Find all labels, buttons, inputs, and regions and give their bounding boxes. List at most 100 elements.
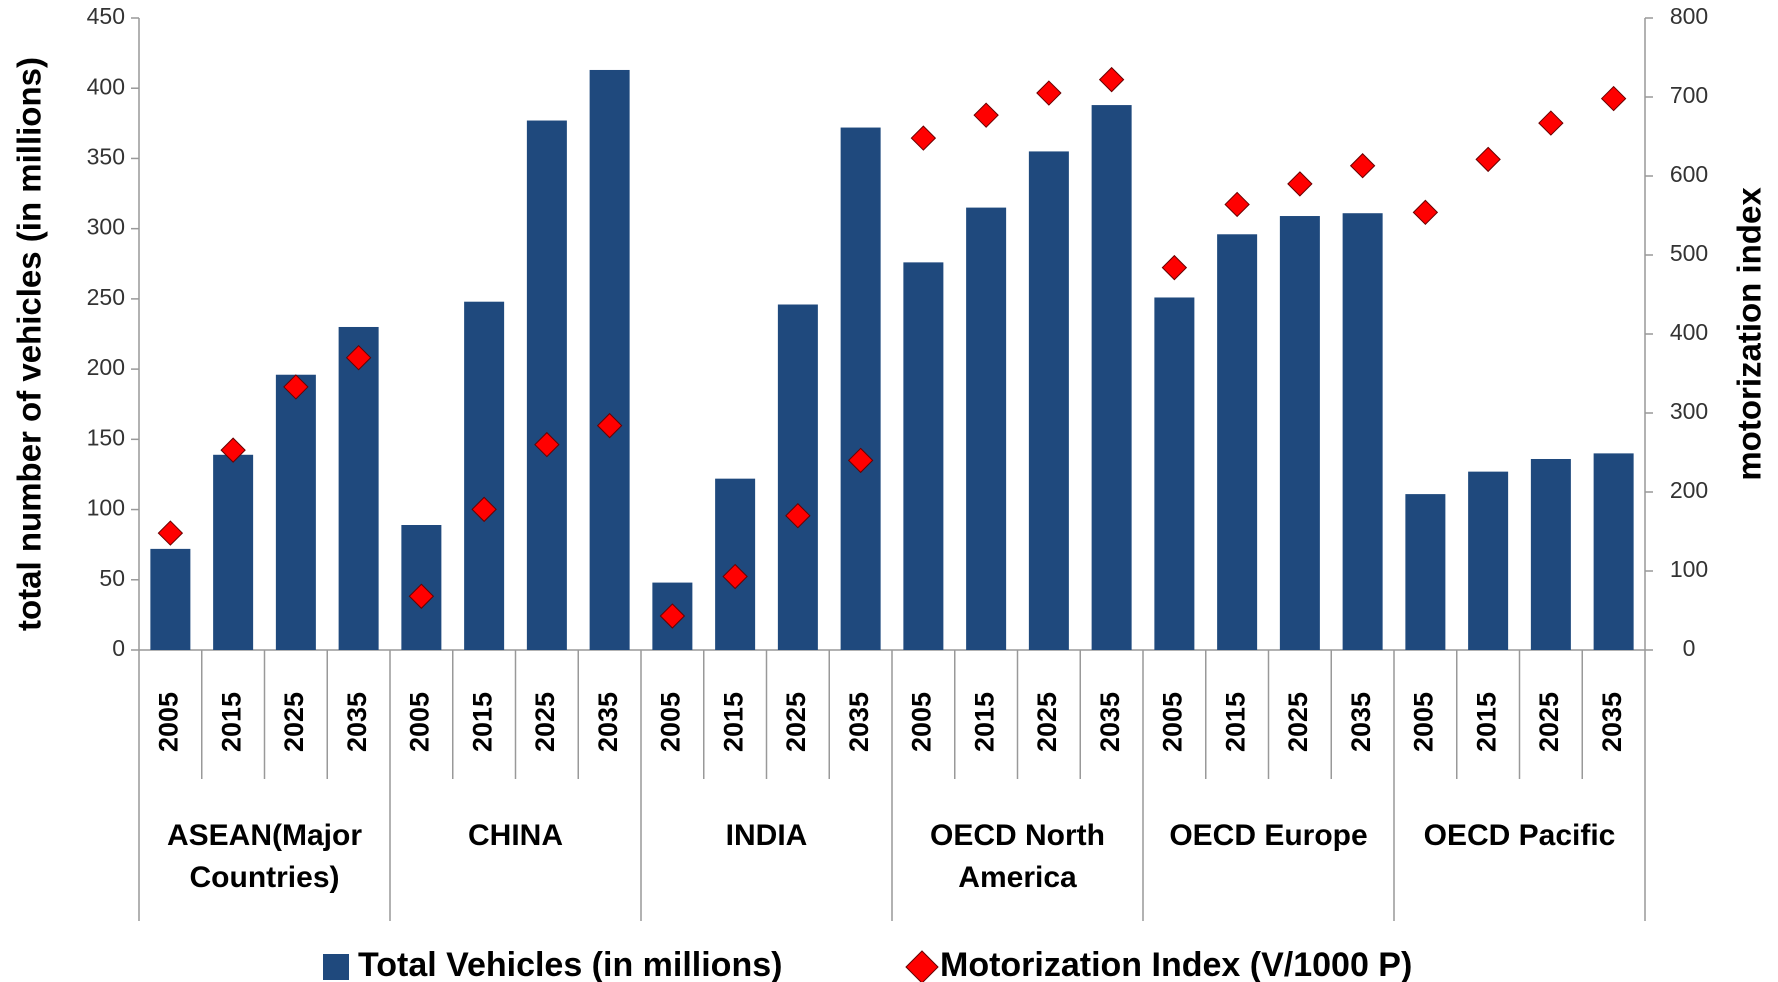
marker [1600, 85, 1627, 112]
legend-swatch [905, 950, 939, 982]
marker [785, 502, 811, 529]
marker [283, 374, 309, 400]
bar [1530, 458, 1571, 650]
y-tick-label: 200 [87, 354, 125, 380]
x-tick-label: 2025 [1032, 692, 1062, 752]
bar [1279, 216, 1320, 650]
marker [1412, 199, 1439, 226]
marker [408, 583, 435, 609]
y2-tick-label: 200 [1670, 477, 1708, 503]
x-tick-label: 2015 [1471, 692, 1501, 752]
group-label-box: OECD Pacific [1423, 819, 1616, 852]
y2-tick-label: 700 [1670, 82, 1708, 108]
marker [973, 102, 999, 128]
marker [1224, 191, 1250, 218]
y2-tick-label: 800 [1670, 3, 1708, 29]
y-tick-label: 350 [87, 144, 125, 170]
legend-label: Total Vehicles (in millions) [358, 946, 782, 982]
group-label-box: OECD Europe [1169, 819, 1368, 852]
group-label-box: OECD North America [930, 819, 1105, 894]
x-tick-label: 2005 [656, 692, 686, 752]
marker [1349, 153, 1376, 179]
x-tick-label: 2025 [1534, 692, 1564, 752]
bar [1091, 105, 1132, 650]
group-label: OECD Europe [1169, 819, 1368, 852]
group-label: CHINA [468, 819, 563, 852]
x-tick-label: 2005 [1158, 692, 1188, 752]
x-tick-label: 2035 [1095, 692, 1125, 752]
bar [1593, 453, 1634, 650]
bar [1154, 297, 1195, 650]
x-tick-label: 2025 [530, 692, 560, 752]
group-label-box: INDIA [725, 819, 808, 852]
bar [338, 326, 379, 650]
x-tick-label: 2015 [216, 692, 246, 752]
marker [596, 412, 623, 439]
bar [589, 69, 630, 650]
x-tick-label: 2005 [1409, 692, 1439, 752]
marker [1287, 171, 1313, 197]
marker [1475, 146, 1501, 173]
x-tick-label: 2005 [154, 692, 184, 752]
marker [722, 563, 748, 590]
bar [1217, 234, 1258, 651]
marker [1161, 254, 1188, 281]
bar [464, 301, 505, 650]
marker [1538, 110, 1564, 136]
x-tick-label: 2015 [718, 692, 748, 752]
bar [1342, 213, 1383, 650]
marker [345, 344, 372, 371]
bar [966, 207, 1007, 650]
marker [659, 603, 686, 629]
y2-tick-label: 0 [1683, 635, 1696, 661]
bar [1468, 471, 1509, 650]
marker [910, 125, 937, 151]
group-label: OECD North America [930, 819, 1105, 894]
group-label: INDIA [725, 819, 808, 852]
x-tick-label: 2005 [907, 692, 937, 752]
y-tick-label: 400 [87, 73, 125, 99]
x-tick-label: 2025 [1283, 692, 1313, 752]
y-tick-label: 100 [87, 495, 125, 521]
x-tick-label: 2015 [1220, 692, 1250, 752]
x-tick-label: 2035 [1597, 692, 1627, 752]
y2-tick-label: 400 [1670, 319, 1708, 345]
group-label: ASEAN(Major Countries) [166, 819, 362, 894]
group-label-box: CHINA [468, 819, 563, 852]
bar [213, 454, 254, 650]
marker [471, 496, 497, 523]
marker [534, 431, 560, 458]
y-tick-label: 250 [87, 284, 125, 310]
x-tick-label: 2025 [781, 692, 811, 752]
legend-swatch [323, 954, 349, 980]
x-tick-label: 2035 [1346, 692, 1376, 752]
marker [1098, 66, 1125, 93]
bar [1405, 494, 1446, 650]
bar [150, 548, 191, 650]
bar [1028, 151, 1069, 650]
y2-tick-label: 500 [1670, 240, 1708, 266]
y-tick-label: 450 [87, 3, 125, 29]
group-label-box: ASEAN(Major Countries) [166, 819, 362, 894]
y-axis-title: total number of vehicles (in millions) [11, 57, 48, 631]
x-tick-label: 2005 [405, 692, 435, 752]
x-tick-label: 2015 [969, 692, 999, 752]
marker [847, 447, 874, 474]
y2-tick-label: 300 [1670, 398, 1708, 424]
group-label: OECD Pacific [1423, 819, 1616, 852]
y-tick-label: 50 [99, 565, 125, 591]
legend-label: Motorization Index (V/1000 P) [940, 946, 1412, 982]
marker [220, 437, 246, 463]
x-tick-label: 2035 [593, 692, 623, 752]
y2-tick-label: 600 [1670, 161, 1708, 187]
bar [275, 374, 316, 650]
bar [903, 262, 944, 650]
bar [777, 304, 818, 650]
x-tick-label: 2035 [844, 692, 874, 752]
y2-axis-title: motorization index [1731, 187, 1768, 481]
x-tick-label: 2025 [279, 692, 309, 752]
x-tick-label: 2035 [342, 692, 372, 752]
x-tick-label: 2015 [467, 692, 497, 752]
y-tick-label: 0 [112, 635, 125, 661]
